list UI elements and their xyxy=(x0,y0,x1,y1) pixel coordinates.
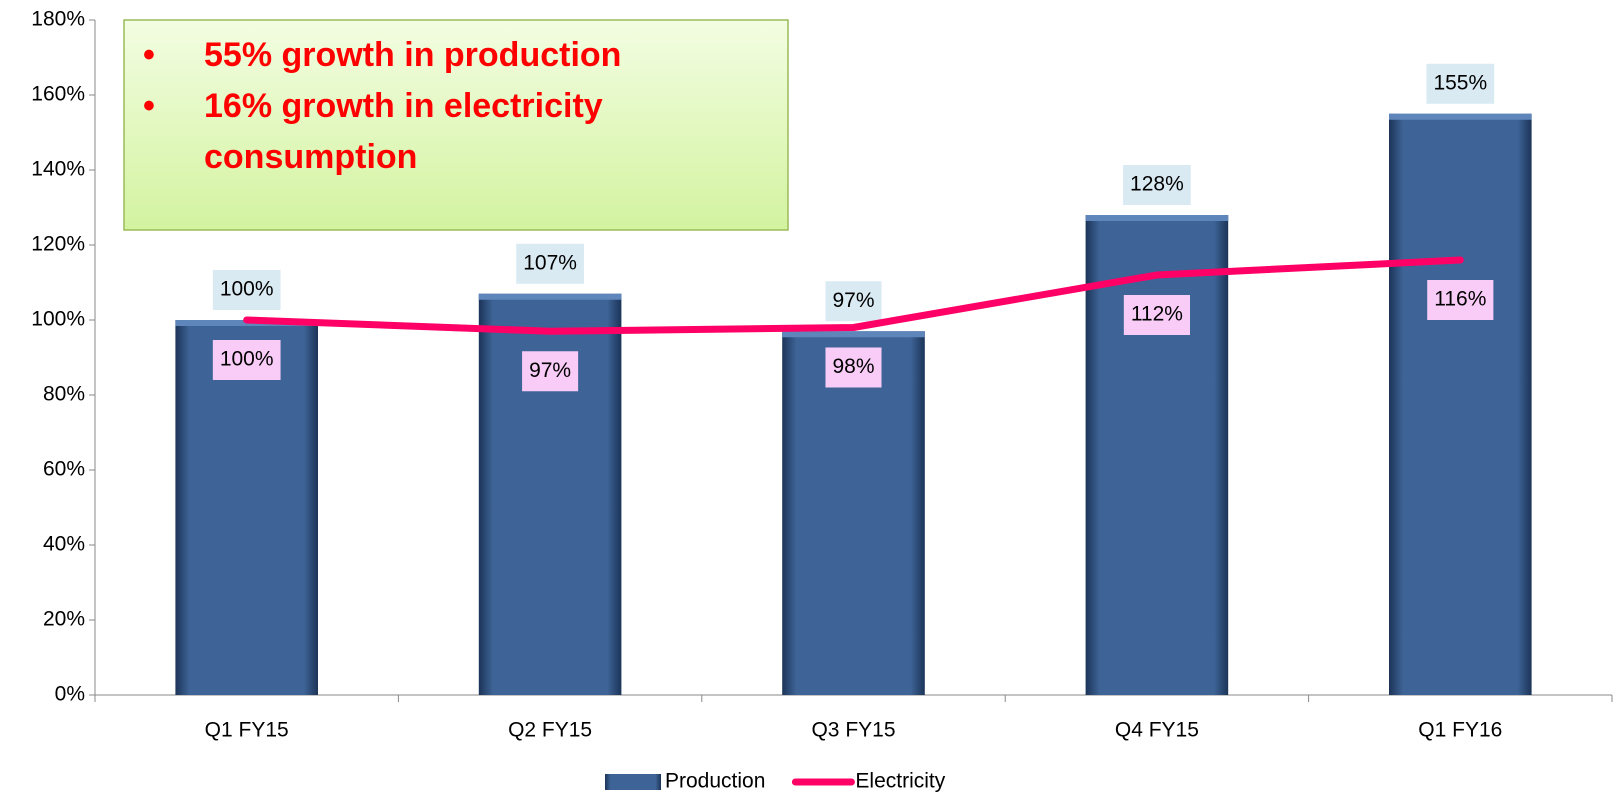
data-label: 128% xyxy=(1123,165,1191,205)
data-label-background xyxy=(1427,280,1494,320)
x-tick-label: Q1 FY16 xyxy=(1418,719,1502,742)
x-tick-label: Q1 FY15 xyxy=(205,719,289,742)
annotation: consumption xyxy=(204,138,417,176)
bar-top xyxy=(1085,215,1229,221)
data-label: 112% xyxy=(1123,295,1190,335)
annotation: 16% growth in electricity xyxy=(204,87,603,125)
data-label: 98% xyxy=(825,347,882,388)
data-label-background xyxy=(212,270,281,310)
data-label: 112% xyxy=(1131,303,1183,326)
bar xyxy=(175,320,318,695)
y-tick-label: 160% xyxy=(31,83,85,106)
bar xyxy=(782,331,925,695)
y-tick-label: 140% xyxy=(31,158,85,181)
data-label: 97% xyxy=(825,281,882,322)
bullet: • xyxy=(143,87,155,125)
bullet: • xyxy=(143,36,155,74)
bar-top xyxy=(478,293,622,300)
data-label-background xyxy=(1123,295,1190,335)
data-label-background xyxy=(1426,63,1495,104)
annotation: 55% growth in production xyxy=(204,36,621,74)
legend-swatch xyxy=(605,774,661,790)
data-label: 107% xyxy=(523,251,577,274)
data-label: 97% xyxy=(522,351,579,392)
y-tick-label: 0% xyxy=(55,683,85,706)
y-tick-label: 40% xyxy=(43,533,85,556)
data-label: 98% xyxy=(832,355,874,378)
data-label-background xyxy=(516,243,584,284)
x-tick-label: Q4 FY15 xyxy=(1115,719,1199,742)
bar-top xyxy=(782,331,925,338)
annotation-background xyxy=(123,19,789,231)
legend: Production Electricity xyxy=(605,770,946,793)
bar-top xyxy=(1389,113,1532,120)
data-label: 100% xyxy=(220,278,274,301)
data-label-background xyxy=(825,281,882,322)
x-tick-label: Q3 FY15 xyxy=(811,719,895,742)
data-label-background xyxy=(825,347,882,388)
data-label: 97% xyxy=(832,289,874,312)
y-tick-label: 120% xyxy=(31,233,85,256)
data-label: 100% xyxy=(220,348,274,371)
data-label: 155% xyxy=(1426,63,1495,104)
plot-area: 0% 20% 40% 60% 80% 100% 120% 140% 160% 180% Q1 FY1… xyxy=(31,8,1613,742)
y-tick-label: 80% xyxy=(43,383,85,406)
line xyxy=(243,256,1464,335)
y-tick-label: 20% xyxy=(43,608,85,631)
annotation-box: • • 55% growth in production 16% growth … xyxy=(123,19,789,231)
data-label: 155% xyxy=(1433,71,1487,94)
data-label: 116% xyxy=(1434,288,1486,311)
legend-label: Production xyxy=(665,770,765,793)
data-label-background xyxy=(522,351,579,392)
y-tick-label: 100% xyxy=(31,308,85,331)
legend-label: Electricity xyxy=(855,770,945,793)
y-tick-label: 60% xyxy=(43,458,85,481)
data-label: 100% xyxy=(212,270,281,310)
data-label-background xyxy=(1123,165,1191,205)
data-label: 128% xyxy=(1130,173,1184,196)
bar xyxy=(1389,113,1532,695)
data-label: 116% xyxy=(1427,280,1494,320)
data-label: 107% xyxy=(516,243,584,284)
y-tick-label: 180% xyxy=(31,8,85,31)
x-tick-label: Q2 FY15 xyxy=(508,719,592,742)
data-label-background xyxy=(212,340,281,380)
data-label: 97% xyxy=(529,359,571,382)
data-label: 100% xyxy=(212,340,281,380)
